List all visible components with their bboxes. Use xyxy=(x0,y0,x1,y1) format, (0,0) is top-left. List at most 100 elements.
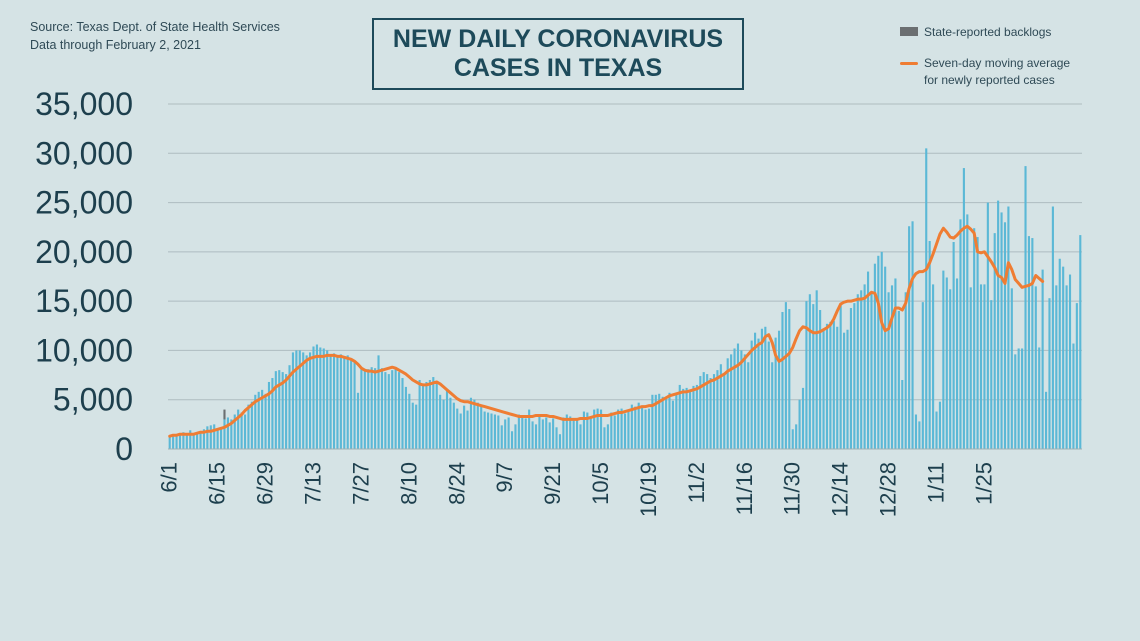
case-bar xyxy=(658,393,661,449)
bars-cases xyxy=(168,148,1082,450)
case-bar xyxy=(192,434,195,449)
case-bar xyxy=(993,233,996,449)
case-bar xyxy=(596,408,599,449)
case-bar xyxy=(798,399,801,449)
chart-title-line-1: NEW DAILY CORONAVIRUS xyxy=(392,25,724,53)
case-bar xyxy=(1017,348,1020,449)
case-bar xyxy=(565,414,568,449)
case-bar xyxy=(1055,285,1058,449)
case-bar xyxy=(979,284,983,449)
case-bar xyxy=(685,387,688,449)
x-tick-label: 11/2 xyxy=(684,462,709,503)
case-bar xyxy=(1058,258,1061,449)
case-bar xyxy=(1003,222,1007,449)
x-tick-label: 1/11 xyxy=(924,462,949,503)
legend-label-average-line-1: Seven-day moving average xyxy=(924,56,1071,70)
case-bar xyxy=(747,362,750,449)
case-bar xyxy=(558,434,562,449)
case-bar xyxy=(425,381,428,449)
case-bar xyxy=(226,417,229,449)
case-bar xyxy=(490,413,493,449)
case-bar xyxy=(213,424,216,449)
case-bar xyxy=(398,372,401,449)
case-bar xyxy=(302,352,305,449)
case-bar xyxy=(1079,235,1082,449)
case-bar xyxy=(856,294,859,449)
case-bar xyxy=(901,380,904,449)
case-bar xyxy=(623,413,627,449)
case-bar xyxy=(507,417,510,449)
case-bar xyxy=(267,381,271,449)
case-bar xyxy=(312,346,315,449)
case-bar xyxy=(959,219,962,449)
case-bar xyxy=(247,404,250,449)
case-bar xyxy=(1044,391,1048,449)
case-bar xyxy=(733,348,736,449)
case-bar xyxy=(904,292,907,449)
case-bar xyxy=(723,373,726,449)
case-bar xyxy=(599,409,603,449)
case-bar xyxy=(435,380,438,449)
case-bar xyxy=(877,255,880,449)
y-axis-tick-labels: 35,000 30,000 25,000 20,000 15,000 10,000 5,00… xyxy=(35,86,133,467)
case-bar xyxy=(401,378,404,449)
case-bar xyxy=(706,374,709,449)
case-bar xyxy=(377,355,380,449)
case-bar xyxy=(534,424,538,449)
case-bar xyxy=(521,416,524,449)
case-bar xyxy=(288,365,291,449)
case-bar xyxy=(476,402,479,449)
case-bar xyxy=(849,308,852,449)
case-bar xyxy=(254,394,257,449)
case-bar xyxy=(990,300,993,449)
x-tick-label: 10/19 xyxy=(636,462,661,517)
case-bar xyxy=(712,374,716,449)
bars-backlogs xyxy=(223,409,226,420)
case-bar xyxy=(870,293,873,449)
case-bar xyxy=(695,384,698,449)
case-bar xyxy=(363,370,366,449)
case-bar xyxy=(274,371,277,449)
case-bar xyxy=(634,406,637,449)
case-bar xyxy=(182,432,185,449)
case-bar xyxy=(421,383,425,449)
case-bar xyxy=(719,364,722,449)
case-bar xyxy=(914,414,918,449)
x-tick-label: 9/7 xyxy=(492,462,517,493)
case-bar xyxy=(387,374,390,449)
case-bar xyxy=(661,396,664,449)
legend-swatch-average xyxy=(900,62,918,65)
x-tick-label: 10/5 xyxy=(588,462,613,505)
case-bar xyxy=(983,284,986,449)
x-tick-label: 6/1 xyxy=(157,462,182,493)
case-bar xyxy=(223,419,226,449)
case-bar xyxy=(1038,347,1041,449)
case-bar xyxy=(788,309,791,449)
case-bar xyxy=(439,394,442,449)
case-bar xyxy=(966,214,969,449)
case-bar xyxy=(897,311,900,449)
case-bar xyxy=(736,343,740,449)
y-tick-label: 25,000 xyxy=(35,185,133,221)
case-bar xyxy=(764,326,767,449)
case-bar xyxy=(757,338,760,449)
case-bar xyxy=(240,412,243,449)
case-bar xyxy=(819,310,822,449)
case-bar xyxy=(1024,166,1027,449)
case-bar xyxy=(257,391,260,449)
case-bar xyxy=(309,352,312,449)
case-bar xyxy=(853,303,856,449)
case-bar xyxy=(1021,348,1024,449)
case-bar xyxy=(805,301,808,449)
case-bar xyxy=(825,323,829,449)
case-bar xyxy=(281,372,284,449)
case-bar xyxy=(459,413,462,449)
legend-item-average: Seven-day moving average for newly repor… xyxy=(900,55,1120,89)
case-bar xyxy=(220,429,223,449)
case-bar xyxy=(298,350,301,449)
case-bar xyxy=(528,409,531,449)
case-bar xyxy=(829,321,832,449)
case-bar xyxy=(832,320,835,449)
y-tick-label: 20,000 xyxy=(35,234,133,270)
x-tick-label: 7/13 xyxy=(300,462,325,505)
